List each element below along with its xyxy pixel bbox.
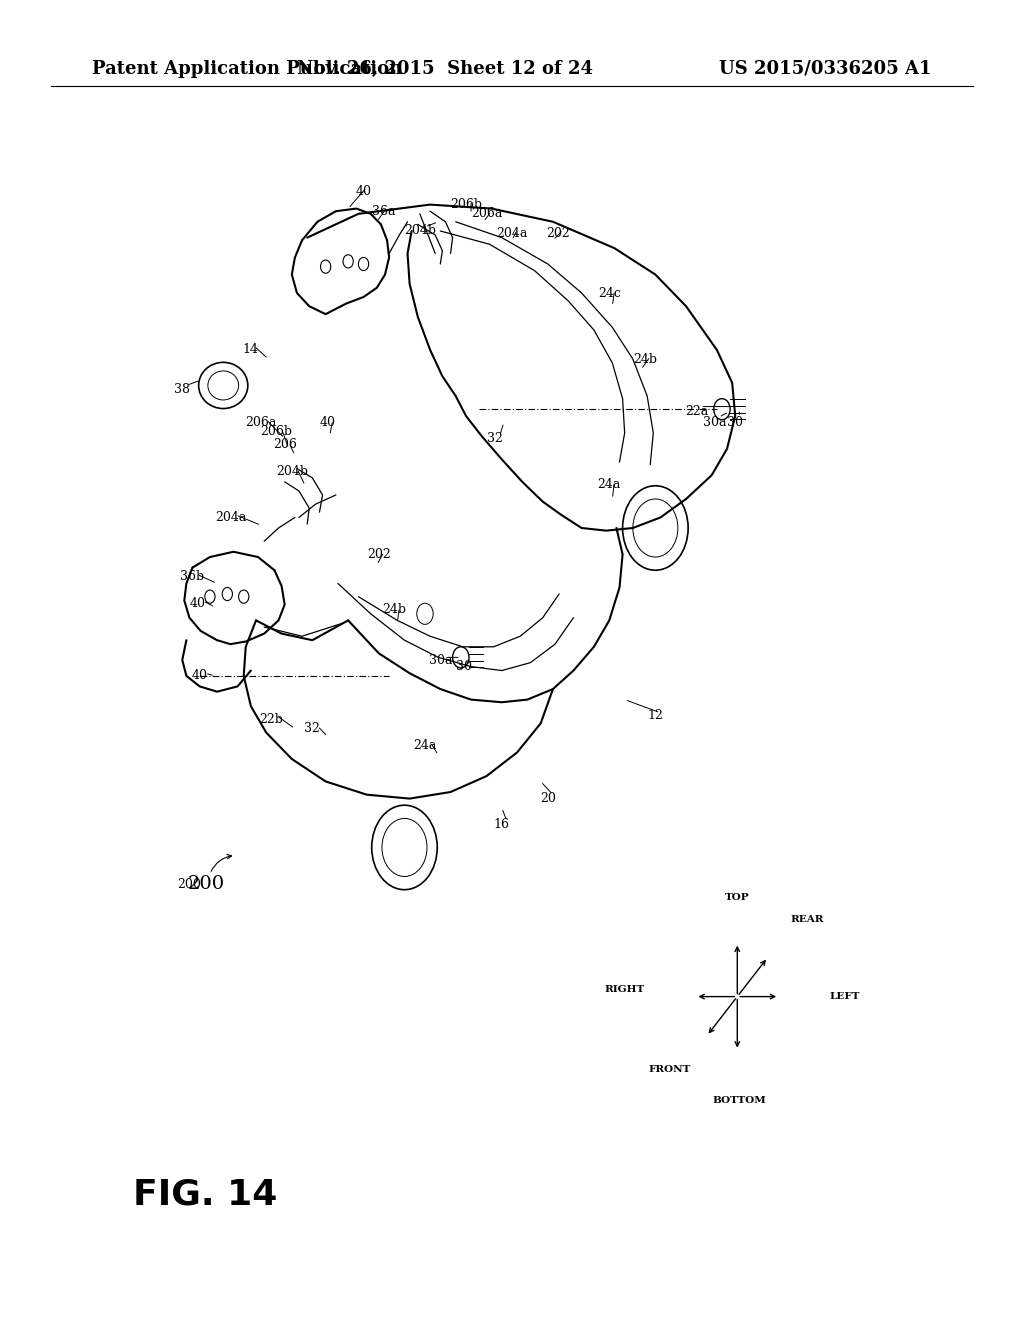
Text: 206: 206 — [272, 438, 297, 451]
Text: 40: 40 — [319, 416, 336, 429]
Text: Nov. 26, 2015  Sheet 12 of 24: Nov. 26, 2015 Sheet 12 of 24 — [297, 59, 594, 78]
Text: 206a: 206a — [246, 416, 276, 429]
Text: FIG. 14: FIG. 14 — [133, 1177, 278, 1212]
Text: 22a: 22a — [685, 405, 708, 418]
Text: RIGHT: RIGHT — [605, 986, 645, 994]
Text: 204b: 204b — [275, 465, 308, 478]
Text: 200: 200 — [187, 875, 224, 894]
Text: 202: 202 — [546, 227, 570, 240]
Text: 36b: 36b — [180, 570, 205, 583]
Text: 206b: 206b — [450, 198, 482, 211]
Text: 204b: 204b — [403, 224, 436, 238]
Text: 16: 16 — [494, 818, 510, 832]
Text: 38: 38 — [174, 383, 190, 396]
Text: 40: 40 — [191, 669, 208, 682]
Text: 22b: 22b — [259, 713, 284, 726]
Text: US 2015/0336205 A1: US 2015/0336205 A1 — [719, 59, 932, 78]
Text: REAR: REAR — [791, 915, 824, 924]
Text: 24b: 24b — [382, 603, 407, 616]
Text: 20: 20 — [540, 792, 556, 805]
Text: 36a: 36a — [373, 205, 395, 218]
Text: 40: 40 — [355, 185, 372, 198]
Text: BOTTOM: BOTTOM — [713, 1096, 766, 1105]
Text: 202: 202 — [367, 548, 391, 561]
Text: 204a: 204a — [215, 511, 246, 524]
Text: 24b: 24b — [633, 352, 657, 366]
Text: 12: 12 — [647, 709, 664, 722]
Text: 204a: 204a — [497, 227, 527, 240]
Text: 30: 30 — [727, 416, 743, 429]
Text: 32: 32 — [304, 722, 321, 735]
Text: 206a: 206a — [471, 207, 502, 220]
Text: 30: 30 — [456, 660, 472, 673]
Text: 24a: 24a — [414, 739, 436, 752]
Text: FRONT: FRONT — [649, 1065, 691, 1074]
Text: 32: 32 — [486, 432, 503, 445]
Text: TOP: TOP — [725, 892, 750, 902]
Text: 14: 14 — [243, 343, 259, 356]
Text: 40: 40 — [189, 597, 206, 610]
Text: LEFT: LEFT — [829, 993, 860, 1001]
Text: Patent Application Publication: Patent Application Publication — [92, 59, 402, 78]
Text: 24a: 24a — [598, 478, 621, 491]
Text: 30a: 30a — [429, 653, 452, 667]
Text: 206b: 206b — [260, 425, 293, 438]
Text: 24c: 24c — [598, 286, 621, 300]
Text: 200: 200 — [177, 878, 202, 891]
Text: 30a: 30a — [703, 416, 726, 429]
